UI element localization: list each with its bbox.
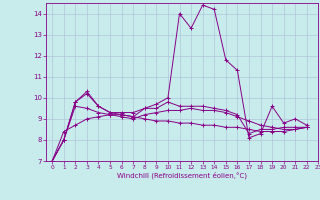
X-axis label: Windchill (Refroidissement éolien,°C): Windchill (Refroidissement éolien,°C)	[117, 172, 247, 179]
